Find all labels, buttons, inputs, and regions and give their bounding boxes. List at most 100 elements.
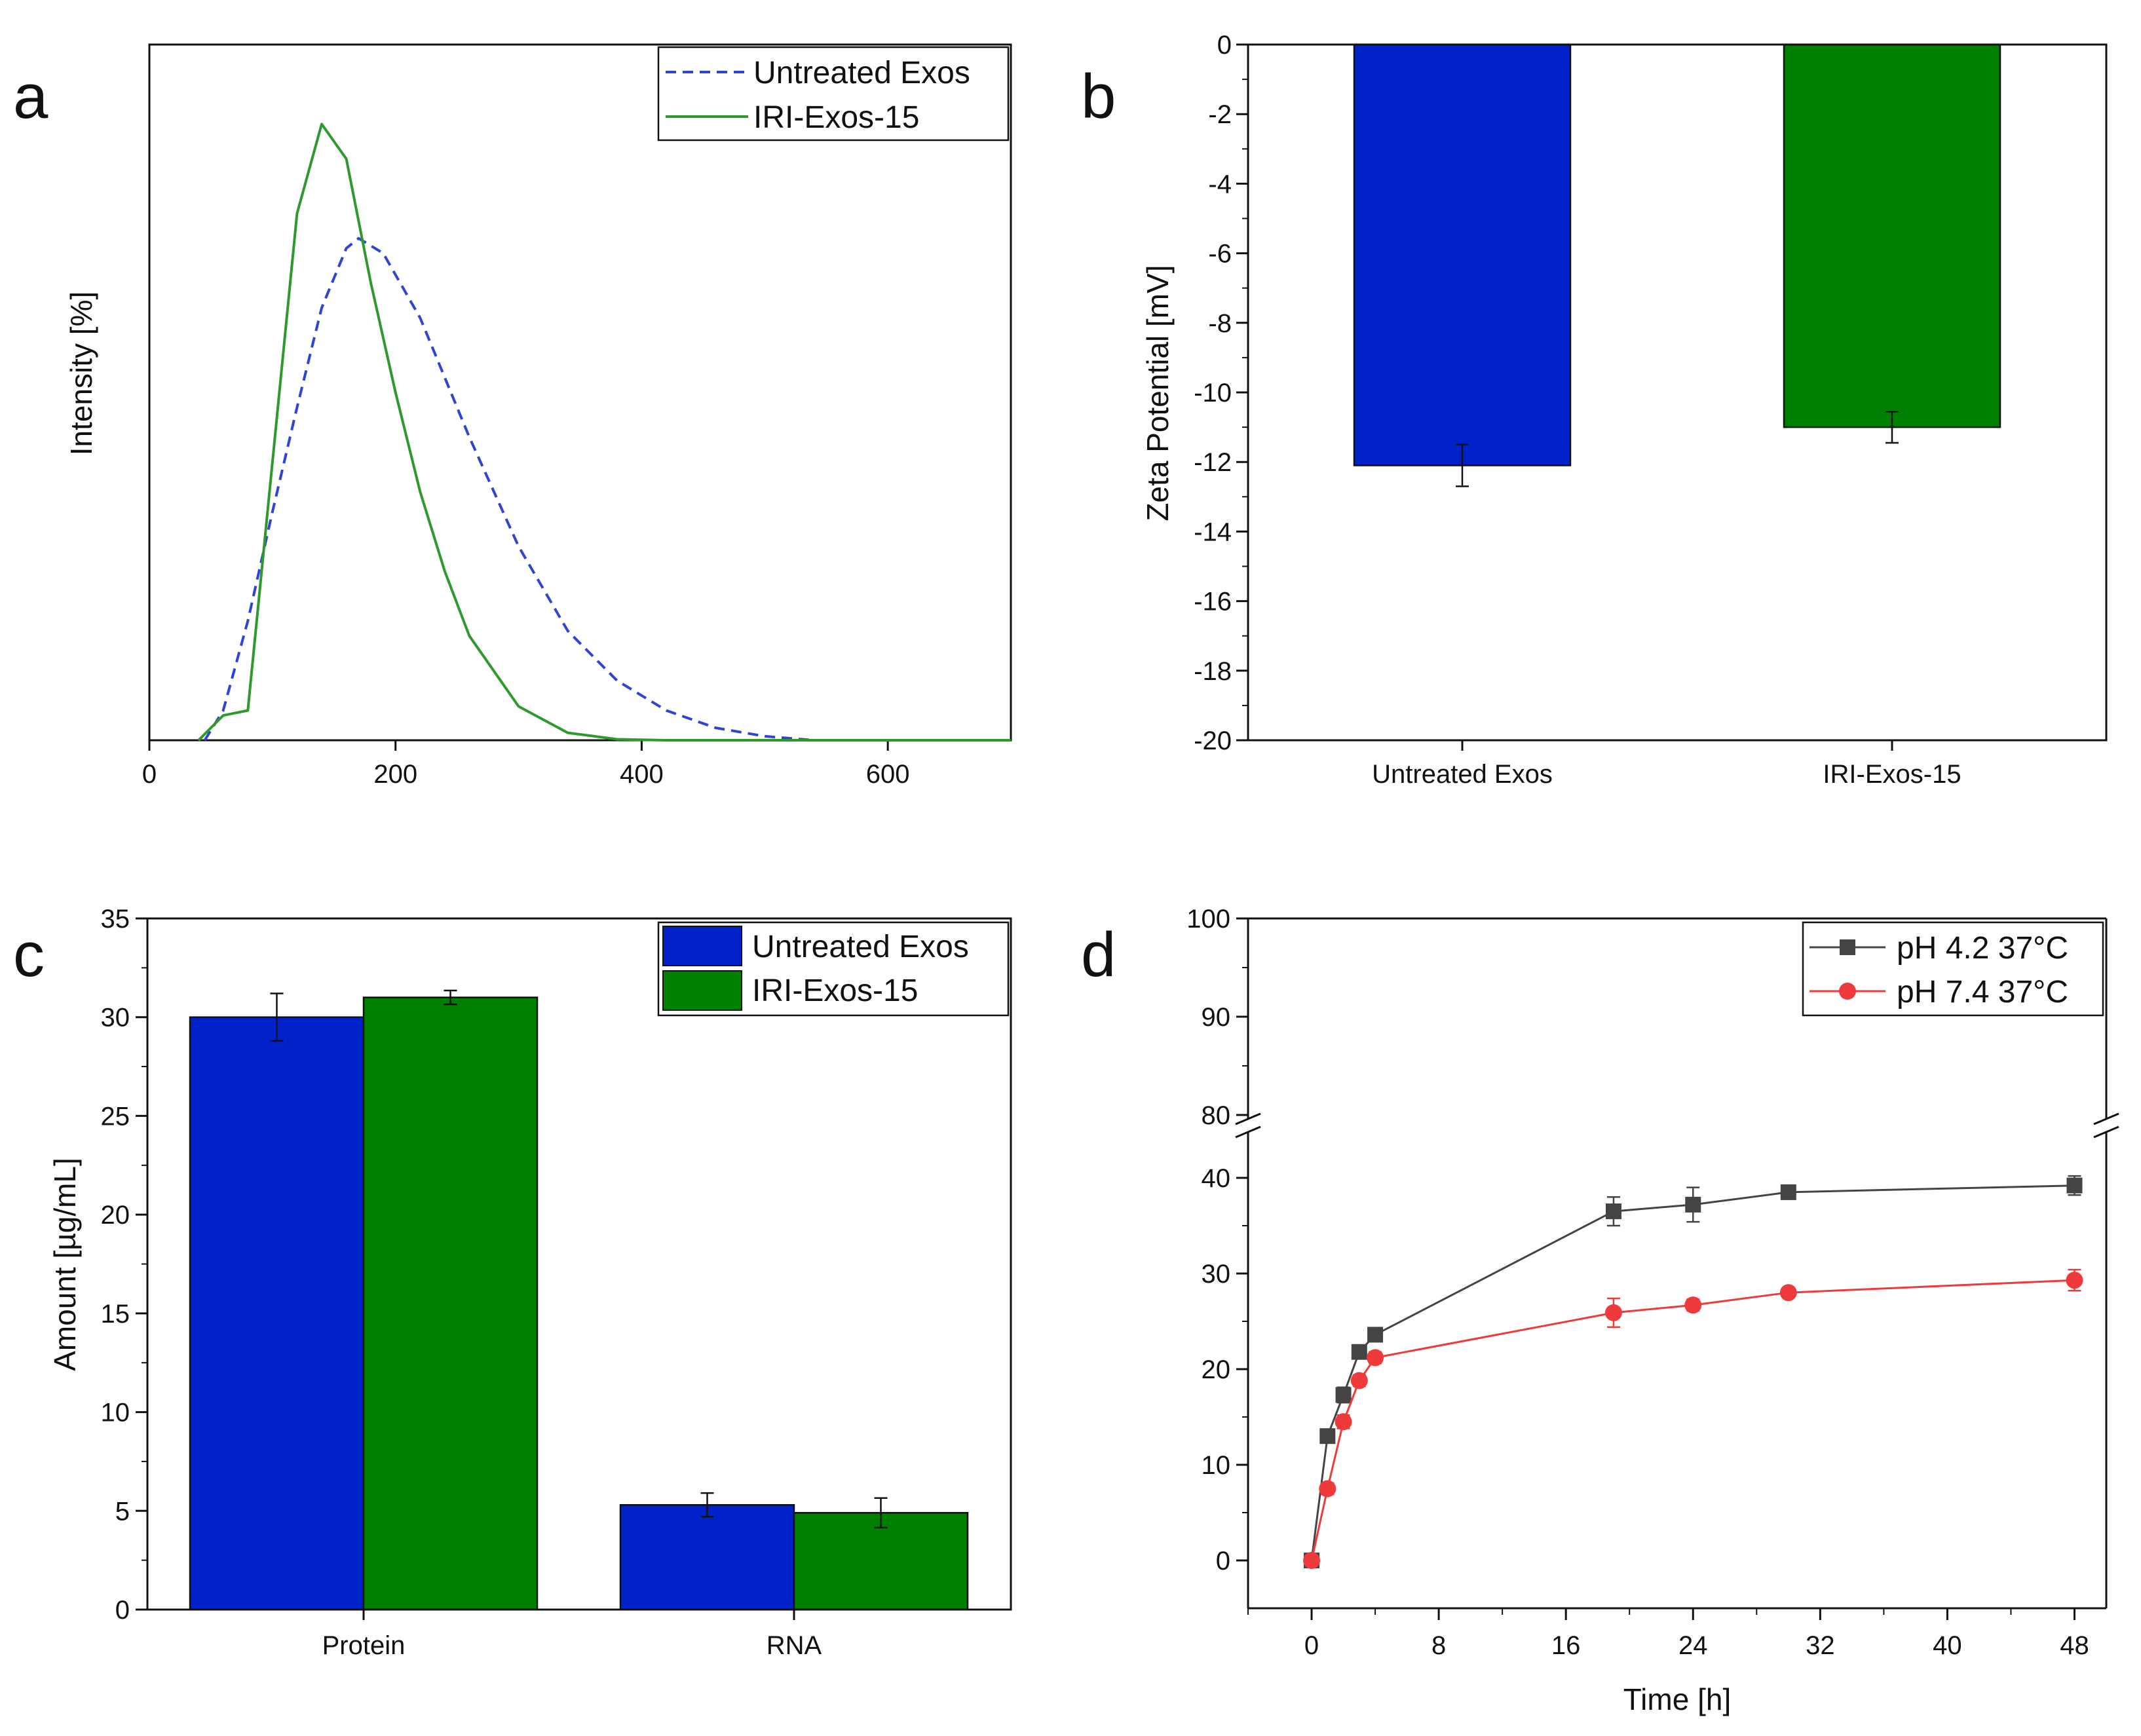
data-point-ph74 — [1319, 1480, 1336, 1498]
data-point-ph74 — [1779, 1284, 1797, 1302]
panel-a-series — [197, 123, 1011, 742]
panel-d-label: d — [1081, 920, 1116, 990]
y-tick-label--20: -20 — [1194, 726, 1232, 755]
y-tick-label-25: 25 — [101, 1102, 130, 1131]
panel-b-bars — [1353, 43, 2001, 487]
y-tick-label-20: 20 — [1202, 1355, 1231, 1384]
x-tick-label-16: 16 — [1551, 1631, 1581, 1660]
y-tick-label--12: -12 — [1194, 448, 1232, 477]
x-tick-label-40: 40 — [1933, 1631, 1962, 1660]
panel-d-x-axis-title: Time [h] — [1623, 1682, 1731, 1716]
y-tick-label-30: 30 — [1202, 1260, 1231, 1289]
y-tick-label--2: -2 — [1208, 100, 1232, 129]
panel-a-y-axis-title: Intensity [%] — [64, 292, 98, 456]
y-tick-label-35: 35 — [101, 905, 130, 934]
y-tick-label-80: 80 — [1202, 1101, 1231, 1130]
y-tick-label--14: -14 — [1194, 518, 1232, 546]
panel-b-label: b — [1081, 62, 1116, 132]
bar-protein-untreated-exos — [189, 1016, 365, 1611]
data-point-ph42 — [1367, 1327, 1384, 1343]
panel-b-y-axis-title: Zeta Potential [mV] — [1141, 265, 1175, 521]
y-tick-label-0: 0 — [1217, 31, 1232, 60]
x-tick-label-iri-exos-15: IRI-Exos-15 — [1823, 760, 1961, 789]
x-tick-label-200: 200 — [373, 760, 417, 789]
x-tick-label-48: 48 — [2060, 1631, 2089, 1660]
data-point-ph74 — [1335, 1413, 1352, 1431]
panel-c-y-axis-title: Amount [µg/mL] — [48, 1158, 82, 1371]
legend-label-ph74: pH 7.4 37°C — [1897, 975, 2068, 1010]
legend-label-untreated: Untreated Exos — [753, 56, 970, 90]
axis-break-gap-right — [2095, 1119, 2117, 1132]
x-tick-label-24: 24 — [1678, 1631, 1708, 1660]
panel-a-legend-box — [657, 46, 1010, 142]
legend-marker-ph74-circle — [1839, 983, 1856, 1000]
y-tick-label-10: 10 — [101, 1399, 130, 1427]
x-tick-label-0: 0 — [142, 760, 157, 789]
x-tick-label-32: 32 — [1806, 1631, 1835, 1660]
y-tick-label-100: 100 — [1186, 905, 1230, 934]
bar-iri-exos-15 — [1783, 43, 2001, 428]
data-point-ph42 — [2066, 1177, 2083, 1194]
panel-c-bars — [189, 989, 969, 1611]
panel-c-legend: Untreated Exos IRI-Exos-15 — [657, 921, 1010, 1017]
bar-protein-iri-exos-15 — [362, 996, 539, 1611]
series-line-iri-exos-15 — [197, 123, 1011, 742]
panel-d-axis-break — [1235, 1112, 2119, 1139]
series-line-untreated-exos — [203, 236, 1011, 742]
panel-c-label: c — [13, 920, 45, 990]
data-point-ph74 — [1303, 1552, 1321, 1569]
y-tick-label--10: -10 — [1194, 379, 1232, 407]
panel-a-legend: Untreated Exos IRI-Exos-15 — [657, 46, 1010, 142]
bar-untreated-exos — [1353, 43, 1572, 466]
legend-swatch-iri-green — [662, 970, 742, 1011]
data-point-ph42 — [1685, 1196, 1701, 1213]
y-tick-label-90: 90 — [1202, 1003, 1231, 1032]
panel-d-legend-box — [1802, 921, 2104, 1017]
panel-a-plot-frame — [148, 43, 1012, 742]
y-tick-label-0: 0 — [1216, 1547, 1230, 1576]
x-tick-label-protein: Protein — [322, 1631, 406, 1660]
axis-break-mark-left-upper — [1235, 1112, 1261, 1125]
axis-break-mark-right-lower — [2093, 1125, 2119, 1139]
y-tick-label-0: 0 — [115, 1596, 130, 1625]
x-tick-label-0: 0 — [1304, 1631, 1319, 1660]
legend-marker-ph42-square — [1840, 939, 1855, 955]
panel-c: c 0 5 10 15 20 25 30 35 Protein RNA Amount [µg/mL… — [13, 905, 1012, 1660]
data-point-ph74 — [1684, 1296, 1702, 1314]
axis-break-mark-left-lower — [1235, 1125, 1261, 1139]
data-point-ph42 — [1605, 1203, 1621, 1220]
axis-break-mark-right-upper — [2093, 1112, 2119, 1125]
bar-rna-iri-exos-15 — [793, 1512, 969, 1611]
data-point-ph74 — [2066, 1272, 2083, 1289]
y-tick-label--8: -8 — [1208, 309, 1232, 338]
y-tick-label-10: 10 — [1202, 1451, 1231, 1480]
y-tick-label-30: 30 — [101, 1004, 130, 1032]
y-tick-label--6: -6 — [1208, 240, 1232, 269]
panel-d-axes: 0 10 20 30 40 80 90 100 0 8 16 24 32 40 48 — [1186, 905, 2089, 1660]
panel-c-axes: 0 5 10 15 20 25 30 35 Protein RNA — [101, 905, 822, 1660]
y-tick-label-5: 5 — [115, 1497, 130, 1526]
legend-label-iri: IRI-Exos-15 — [752, 973, 918, 1008]
panel-a-x-axis: 0 200 400 600 — [142, 740, 910, 789]
y-tick-label-40: 40 — [1202, 1164, 1231, 1193]
x-tick-label-400: 400 — [620, 760, 664, 789]
panel-a-label: a — [13, 62, 48, 132]
data-point-ph42 — [1319, 1428, 1336, 1444]
panel-b-axes: 0 -2 -4 -6 -8 -10 -12 -14 -16 -18 -20 Untreated Exo… — [1194, 31, 1961, 789]
panel-d-legend: pH 4.2 37°C pH 7.4 37°C — [1802, 921, 2104, 1017]
data-point-ph42 — [1351, 1344, 1367, 1360]
legend-label-untreated: Untreated Exos — [752, 930, 969, 964]
axis-break-gap-left — [1237, 1119, 1259, 1132]
panel-a: a 0 200 400 600 Intensity [%] Untreated Exo… — [13, 43, 1012, 789]
y-tick-label--16: -16 — [1194, 588, 1232, 616]
data-point-ph42 — [1335, 1387, 1352, 1403]
panel-b: b 0 -2 -4 -6 -8 -10 -12 -14 -16 -18 -20 Untreated E… — [1081, 31, 2108, 789]
data-point-ph74 — [1604, 1304, 1622, 1321]
data-point-ph42 — [1780, 1184, 1796, 1200]
bar-rna-untreated-exos — [619, 1503, 795, 1611]
y-tick-label-20: 20 — [101, 1201, 130, 1230]
y-tick-label--18: -18 — [1194, 657, 1232, 686]
data-point-ph74 — [1350, 1372, 1368, 1389]
